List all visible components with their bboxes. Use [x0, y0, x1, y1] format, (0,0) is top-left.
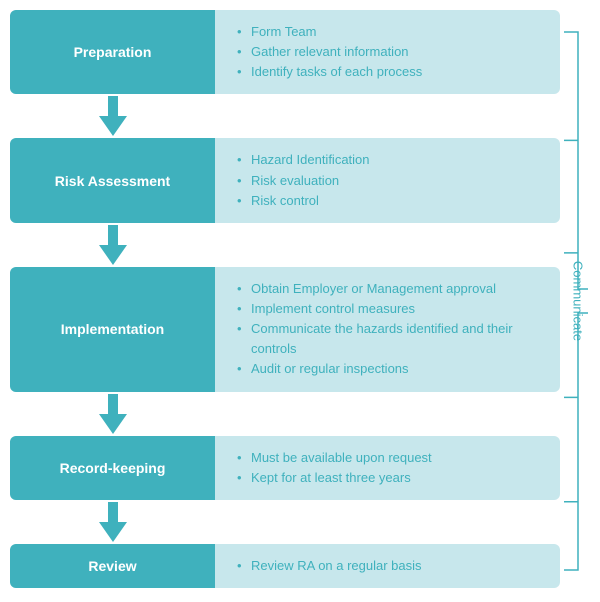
process-flow-diagram: PreparationForm TeamGather relevant info…	[0, 0, 560, 598]
step-details-record-keeping: Must be available upon requestKept for a…	[215, 436, 560, 500]
step-label-record-keeping: Record-keeping	[10, 436, 215, 500]
step-row-review: Review Review RA on a regular basis	[10, 544, 560, 588]
step-detail-item: Communicate the hazards identified and t…	[237, 319, 546, 359]
step-label-risk-assessment: Risk Assessment	[10, 138, 215, 222]
communicate-label: Communicate	[570, 261, 585, 341]
step-details-implementation: Obtain Employer or Management approvalIm…	[215, 267, 560, 392]
step-detail-item: Review RA on a regular basis	[237, 556, 546, 576]
step-row-risk-assessment: Risk AssessmentHazard IdentificationRisk…	[10, 138, 560, 222]
step-detail-item: Form Team	[237, 22, 546, 42]
communicate-bracket: Communicate	[564, 20, 594, 582]
step-row-implementation: ImplementationObtain Employer or Managem…	[10, 267, 560, 392]
step-details-preparation: Form TeamGather relevant informationIden…	[215, 10, 560, 94]
step-row-record-keeping: Record-keepingMust be available upon req…	[10, 436, 560, 500]
step-detail-item: Obtain Employer or Management approval	[237, 279, 546, 299]
step-detail-item: Gather relevant information	[237, 42, 546, 62]
flow-arrow-icon	[10, 394, 215, 434]
step-label-review: Review	[10, 544, 215, 588]
step-detail-item: Audit or regular inspections	[237, 359, 546, 379]
step-detail-item: Risk control	[237, 191, 546, 211]
step-detail-item: Kept for at least three years	[237, 468, 546, 488]
step-label-implementation: Implementation	[10, 267, 215, 392]
step-detail-item: Identify tasks of each process	[237, 62, 546, 82]
step-label-preparation: Preparation	[10, 10, 215, 94]
step-details-risk-assessment: Hazard IdentificationRisk evaluationRisk…	[215, 138, 560, 222]
step-details-review: Review RA on a regular basis	[215, 544, 560, 588]
step-detail-item: Must be available upon request	[237, 448, 546, 468]
flow-arrow-icon	[10, 225, 215, 265]
step-detail-item: Risk evaluation	[237, 171, 546, 191]
flow-arrow-icon	[10, 502, 215, 542]
step-detail-item: Hazard Identification	[237, 150, 546, 170]
step-row-preparation: PreparationForm TeamGather relevant info…	[10, 10, 560, 94]
flow-arrow-icon	[10, 96, 215, 136]
step-detail-item: Implement control measures	[237, 299, 546, 319]
